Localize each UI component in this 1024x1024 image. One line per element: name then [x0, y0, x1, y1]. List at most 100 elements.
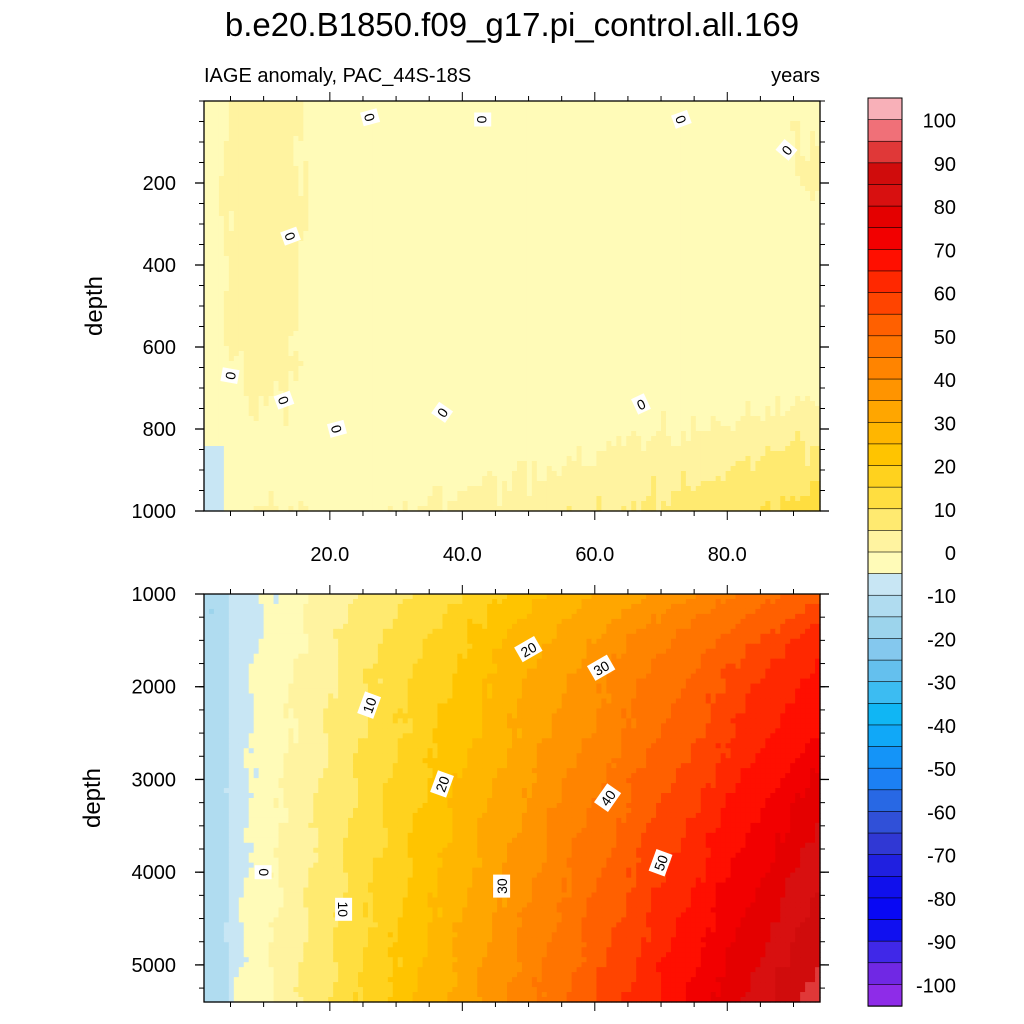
upper-panel-field-cell — [586, 101, 593, 107]
upper-panel-field-cell — [700, 141, 707, 147]
upper-panel-field-cell — [576, 286, 583, 292]
upper-panel-field-cell — [497, 141, 503, 147]
upper-panel-field-cell — [551, 141, 558, 147]
upper-panel-field-cell — [452, 286, 458, 292]
upper-panel-field-cell — [318, 281, 324, 287]
upper-panel-field-cell — [477, 166, 483, 172]
upper-panel-field-cell — [631, 166, 637, 172]
upper-panel-field-cell — [218, 271, 225, 277]
upper-panel-field-cell — [815, 176, 821, 182]
upper-panel-field-cell — [377, 196, 384, 202]
upper-panel-field-cell — [695, 131, 702, 137]
upper-panel-field-cell — [462, 266, 468, 272]
upper-panel-field-cell — [497, 246, 503, 252]
upper-panel-field-cell — [666, 111, 672, 117]
upper-panel-field-cell — [422, 256, 429, 262]
upper-panel-field-cell — [790, 221, 796, 227]
upper-panel-field-cell — [745, 101, 752, 107]
upper-panel-field-cell — [715, 221, 722, 227]
upper-panel-field-cell — [313, 266, 319, 272]
upper-panel-field-cell — [318, 141, 324, 147]
upper-panel-field-cell — [631, 151, 637, 157]
upper-panel-field-cell — [556, 271, 563, 277]
upper-panel-field-cell — [705, 136, 712, 142]
upper-panel-field-cell — [382, 291, 389, 297]
upper-panel-field-cell — [387, 191, 394, 197]
upper-panel-field-cell — [760, 206, 766, 212]
upper-panel-field-cell — [263, 186, 270, 192]
upper-panel-field-cell — [457, 141, 463, 147]
upper-panel-field-cell — [536, 211, 543, 217]
upper-panel-field-cell — [700, 106, 707, 112]
upper-panel-field-cell — [710, 181, 717, 187]
upper-panel-field-cell — [690, 151, 697, 157]
upper-panel-field-cell — [531, 151, 538, 157]
upper-panel-field-cell — [343, 111, 349, 117]
upper-panel-field-cell — [636, 266, 642, 272]
upper-panel-field-cell — [218, 151, 225, 157]
upper-panel-field-cell — [348, 126, 354, 132]
upper-panel-field-cell — [362, 106, 369, 112]
upper-panel-field-cell — [611, 266, 617, 272]
upper-panel-field-cell — [507, 166, 513, 172]
upper-panel-field-cell — [596, 221, 603, 227]
upper-panel-field-cell — [611, 101, 617, 107]
upper-panel-field-cell — [253, 186, 260, 192]
upper-panel-field-cell — [755, 296, 761, 302]
upper-panel-field-cell — [715, 146, 722, 152]
upper-panel-field-cell — [626, 221, 632, 227]
upper-panel-field-cell — [238, 131, 245, 137]
upper-panel-field-cell — [457, 251, 463, 257]
upper-panel-field-cell — [283, 141, 290, 147]
upper-panel-field-cell — [591, 221, 598, 227]
upper-panel-field-cell — [641, 116, 647, 122]
upper-panel-field-cell — [685, 276, 692, 282]
upper-panel-field-cell — [571, 231, 578, 237]
upper-panel-field-cell — [536, 216, 543, 222]
upper-panel-field-cell — [353, 226, 359, 232]
upper-panel-field-cell — [452, 256, 458, 262]
upper-panel-field-cell — [576, 211, 583, 217]
upper-panel-field-cell — [760, 276, 766, 282]
upper-panel-field-cell — [387, 111, 394, 117]
upper-panel-field-cell — [750, 281, 757, 287]
upper-panel-field-cell — [780, 216, 786, 222]
upper-panel-field-cell — [273, 181, 280, 187]
upper-panel-field-cell — [606, 141, 612, 147]
upper-panel-field-cell — [417, 201, 424, 207]
upper-panel-field-cell — [417, 256, 424, 262]
upper-panel-field-cell — [228, 151, 235, 157]
upper-panel-field-cell — [328, 256, 334, 262]
upper-panel-field-cell — [512, 151, 518, 157]
upper-panel-field-cell — [695, 241, 702, 247]
upper-panel-field-cell — [233, 241, 240, 247]
upper-panel-field-cell — [477, 251, 483, 257]
upper-panel-field-cell — [308, 111, 314, 117]
upper-panel-field-cell — [800, 241, 806, 247]
upper-panel-field-cell — [204, 111, 210, 117]
upper-panel-field-cell — [487, 151, 493, 157]
upper-panel-field-cell — [208, 166, 215, 172]
upper-panel-field-cell — [670, 206, 677, 212]
upper-panel-field-cell — [283, 246, 290, 252]
upper-panel-field-cell — [502, 186, 508, 192]
upper-panel-field-cell — [228, 146, 235, 152]
upper-panel-field-cell — [233, 131, 240, 137]
upper-panel-field-cell — [695, 191, 702, 197]
upper-panel-field-cell — [248, 176, 255, 182]
upper-panel-field-cell — [700, 276, 707, 282]
upper-panel-field-cell — [661, 241, 667, 247]
upper-panel-field-cell — [387, 286, 394, 292]
upper-panel-field-cell — [735, 176, 742, 182]
upper-panel-field-cell — [377, 116, 384, 122]
upper-panel-field-cell — [661, 236, 667, 242]
upper-panel-field-cell — [432, 241, 439, 247]
upper-panel-field-cell — [397, 151, 404, 157]
upper-panel-field-cell — [715, 256, 722, 262]
upper-panel-field-cell — [204, 156, 210, 162]
upper-panel-field-cell — [576, 151, 583, 157]
upper-panel-field-cell — [308, 156, 314, 162]
upper-panel-field-cell — [492, 251, 498, 257]
upper-panel-field-cell — [348, 291, 354, 297]
upper-panel-field-cell — [690, 251, 697, 257]
